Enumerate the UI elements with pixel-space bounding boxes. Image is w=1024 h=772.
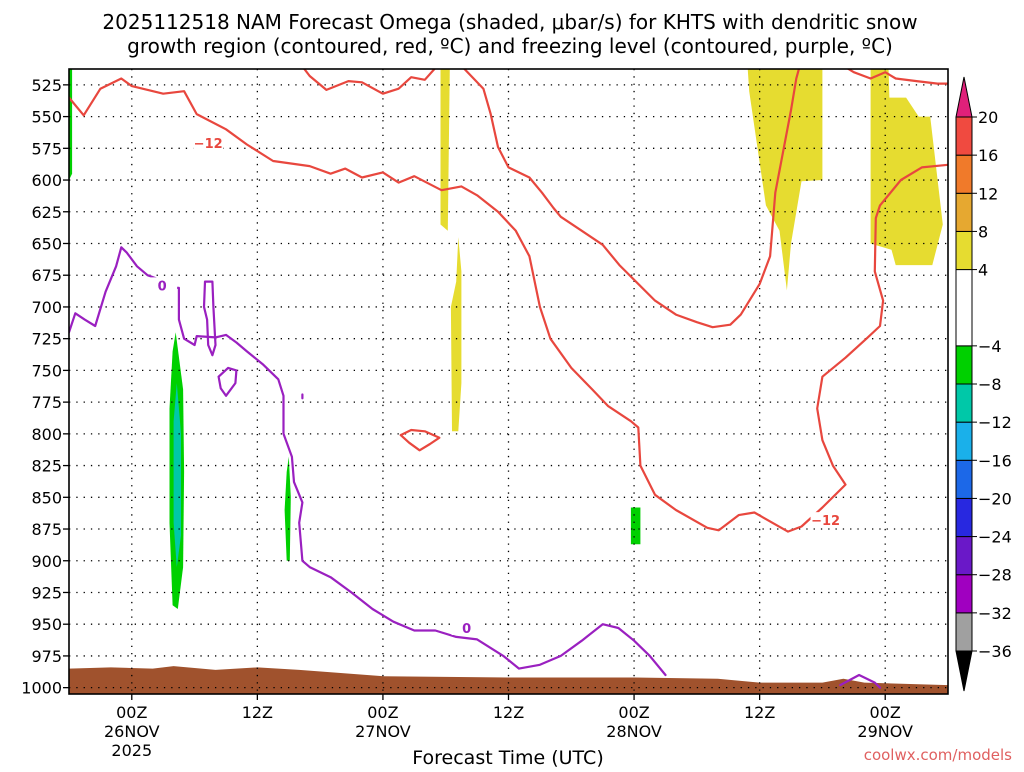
contour-labels: −12 −12 0 0 xyxy=(147,135,841,637)
contour-label-bg-1 xyxy=(810,512,841,528)
colorbar-bin-12 xyxy=(955,154,973,194)
xtick-label-4: 00Z xyxy=(618,703,649,722)
chart-title-line1: 2025112518 NAM Forecast Omega (shaded, μ… xyxy=(102,10,917,34)
xtick-label-5: 12Z xyxy=(744,703,775,722)
colorbar-label-5: −4 xyxy=(978,337,1002,356)
ytick-label-875: 875 xyxy=(31,520,62,539)
contour-freezing_level_0C_main xyxy=(69,246,667,677)
ytick-label-600: 600 xyxy=(31,171,62,190)
contour-label-bg-0 xyxy=(193,135,224,151)
shade-omega_negative_26NOV_15Z xyxy=(284,456,291,561)
ytick-label-525: 525 xyxy=(31,76,62,95)
ytick-label-625: 625 xyxy=(31,203,62,222)
colorbar-bin-3 xyxy=(955,536,973,576)
colorbar-label-10: −24 xyxy=(978,528,1012,547)
colorbar-bin-7 xyxy=(955,383,973,423)
contour-layer xyxy=(69,69,948,689)
shade-omega_positive_29NOV_00Z xyxy=(870,69,943,266)
colorbar-bin-2 xyxy=(955,574,973,614)
colorbar-label-13: −36 xyxy=(978,642,1012,661)
contour-label-bg-3 xyxy=(451,620,482,636)
xtick-label-2: 00Z xyxy=(367,703,398,722)
colorbar-label-1: 16 xyxy=(978,146,998,165)
ytick-label-725: 725 xyxy=(31,330,62,349)
xtick-label-0: 00Z xyxy=(116,703,147,722)
contour-dgz_-12C_main xyxy=(69,77,948,533)
colorbar-label-9: −20 xyxy=(978,489,1012,508)
ytick-label-550: 550 xyxy=(31,108,62,127)
colorbar-label-6: −8 xyxy=(978,375,1002,394)
contour-label-2: 0 xyxy=(158,279,167,294)
shade-omega_positive_27NOV_09Z xyxy=(450,237,462,432)
ytick-label-675: 675 xyxy=(31,266,62,285)
xtick-date-0: 26NOV xyxy=(104,722,160,741)
colorbar-label-4: 4 xyxy=(978,261,988,280)
colorbar-bin-13 xyxy=(955,116,973,156)
colorbar-bin-10 xyxy=(955,230,973,271)
ytick-label-800: 800 xyxy=(31,425,62,444)
xtick-date-4: 28NOV xyxy=(606,722,662,741)
ytick-label-825: 825 xyxy=(31,457,62,476)
ytick-label-575: 575 xyxy=(31,139,62,158)
shade-omega_positive_28NOV_18Z xyxy=(747,69,823,291)
colorbar-bin-11 xyxy=(955,192,973,232)
contour-label-3: 0 xyxy=(462,622,471,637)
contour-freezing_level_0C_loop_b xyxy=(217,366,238,397)
colorbar-over-arrow xyxy=(955,76,973,118)
ytick-label-700: 700 xyxy=(31,298,62,317)
colorbar-under-arrow xyxy=(955,650,973,692)
colorbar-label-3: 8 xyxy=(978,222,988,241)
colorbar-bin-5 xyxy=(955,459,973,499)
colorbar-label-7: −12 xyxy=(978,413,1012,432)
colorbar-label-2: 12 xyxy=(978,184,998,203)
ytick-label-950: 950 xyxy=(31,615,62,634)
xtick-label-3: 12Z xyxy=(493,703,524,722)
y-axis: 525 550 575 600 625 650 675 700 725 750 775 800 825 8… xyxy=(21,76,69,698)
ytick-label-850: 850 xyxy=(31,488,62,507)
contour-freezing_level_0C_bottom_right xyxy=(839,673,882,689)
ytick-label-750: 750 xyxy=(31,361,62,380)
contour-freezing_level_0C_loop_a xyxy=(202,280,217,357)
shade-omega_negative_26NOV_04Z_core xyxy=(173,383,181,568)
ytick-label-775: 775 xyxy=(31,393,62,412)
ytick-label-650: 650 xyxy=(31,234,62,253)
ytick-label-1000: 1000 xyxy=(21,679,62,698)
colorbar-bin-1 xyxy=(955,612,973,652)
shade-omega_negative_28NOV_00Z xyxy=(630,507,641,545)
colorbar-bin-8 xyxy=(955,345,973,385)
chart-title-line2: growth region (contoured, red, ºC) and f… xyxy=(127,34,893,58)
colorbar-bin-4 xyxy=(955,497,973,538)
xtick-date-6: 29NOV xyxy=(857,722,913,741)
contour-dgz_-12C_small_loop xyxy=(399,428,441,452)
colorbar-label-0: 20 xyxy=(978,108,998,127)
colorbar-label-11: −28 xyxy=(978,566,1012,585)
colorbar-bin-6 xyxy=(955,421,973,461)
ytick-label-925: 925 xyxy=(31,583,62,602)
ytick-label-900: 900 xyxy=(31,552,62,571)
xtick-date-2: 27NOV xyxy=(355,722,411,741)
contour-label-0: −12 xyxy=(194,137,223,152)
xtick-label-1: 12Z xyxy=(242,703,273,722)
colorbar-bin-9 xyxy=(955,269,973,347)
colorbar-label-12: −32 xyxy=(978,604,1012,623)
xtick-label-6: 00Z xyxy=(870,703,901,722)
ytick-label-975: 975 xyxy=(31,647,62,666)
contour-label-bg-2 xyxy=(147,277,178,293)
colorbar: 20 16 12 8 4 −4 −8 −12 −16 −20 −24 −28 −32 −36 xyxy=(955,76,1012,692)
x-axis-label: Forecast Time (UTC) xyxy=(412,747,603,768)
credit-text: coolwx.com/models xyxy=(864,746,1012,764)
contour-label-1: −12 xyxy=(811,514,840,529)
xtick-year-0: 2025 xyxy=(111,741,152,760)
contour-dgz_-12C_upper xyxy=(302,69,948,329)
colorbar-label-8: −16 xyxy=(978,451,1012,470)
